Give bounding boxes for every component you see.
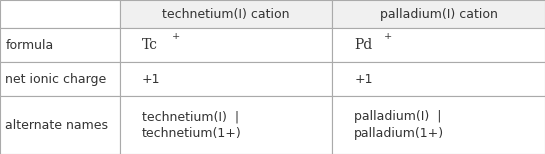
Bar	[332, 28, 545, 62]
Text: palladium(I)  |
palladium(1+): palladium(I) | palladium(1+)	[354, 110, 444, 140]
Text: net ionic charge: net ionic charge	[5, 73, 107, 86]
Text: +: +	[384, 32, 392, 41]
Bar	[120, 62, 332, 96]
Text: palladium(I) cation: palladium(I) cation	[380, 8, 498, 21]
Bar	[120, 28, 332, 62]
Bar	[332, 0, 545, 28]
Bar	[0, 62, 120, 96]
Text: technetium(I) cation: technetium(I) cation	[162, 8, 290, 21]
Text: +1: +1	[142, 73, 160, 86]
Text: alternate names: alternate names	[5, 119, 108, 132]
Text: +: +	[172, 32, 180, 41]
Bar	[0, 96, 120, 154]
Bar	[120, 0, 332, 28]
Text: +1: +1	[354, 73, 373, 86]
Text: formula: formula	[5, 39, 54, 52]
Bar	[0, 28, 120, 62]
Bar	[332, 96, 545, 154]
Text: Pd: Pd	[354, 38, 372, 52]
Bar	[0, 0, 120, 28]
Bar	[120, 96, 332, 154]
Text: technetium(I)  |
technetium(1+): technetium(I) | technetium(1+)	[142, 110, 241, 140]
Text: Tc: Tc	[142, 38, 158, 52]
Bar	[332, 62, 545, 96]
